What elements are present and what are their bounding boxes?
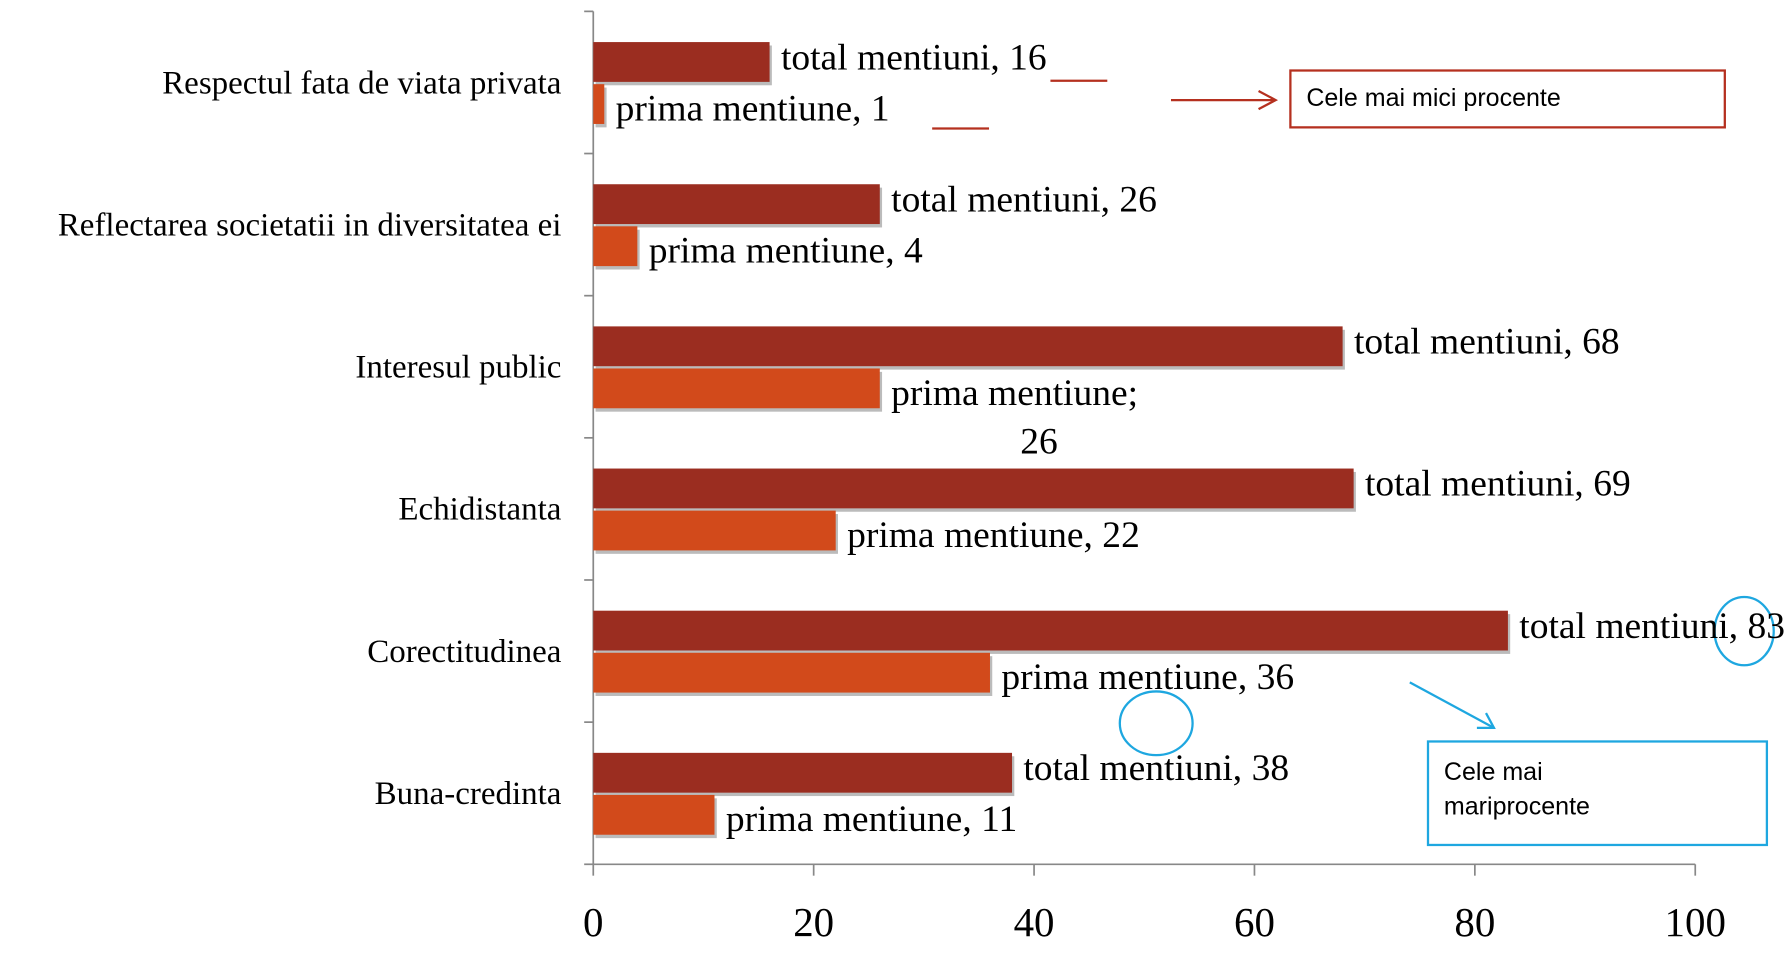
bar (593, 84, 605, 124)
data-label: prima mentiune, 1 (616, 88, 890, 129)
annotation: Cele mai mariprocente (1443, 757, 1590, 820)
data-label-line: 26 (1020, 421, 1058, 462)
data-label: total mentiuni, 69 (1365, 463, 1631, 504)
bar (593, 468, 1354, 509)
data-label-line: prima mentiune, 36 (1001, 657, 1294, 698)
bar (593, 652, 990, 693)
arrow-head (1476, 712, 1496, 729)
highlight-circle (1118, 690, 1194, 757)
data-label: prima mentiune, 11 (726, 799, 1017, 840)
bar (593, 226, 638, 267)
annotation: Cele mai mici procente (1306, 83, 1561, 112)
category-label: Buna-credinta (374, 775, 562, 812)
y-tick-label: Buna-credinta (374, 775, 562, 812)
x-tick-label: 20 (793, 900, 834, 945)
x-tick-label: 60 (1234, 900, 1275, 945)
y-tick-label: Respectul fata de viata privata (162, 64, 562, 101)
data-label-line: prima mentiune, 11 (726, 799, 1017, 840)
arrow (1409, 681, 1495, 729)
data-label: prima mentiune, 22 (847, 515, 1140, 556)
plot: 0 20 40 60 80 100 Respectul fata de viata priv… (57, 10, 1785, 945)
category-label: Interesul public (355, 348, 562, 385)
data-label-line: total mentiuni, 38 (1023, 748, 1289, 789)
data-label-line: total mentiuni, 83 (1519, 605, 1785, 646)
data-label-line: total mentiuni, 16 (781, 37, 1047, 78)
x-tick-label: 40 (1014, 900, 1055, 945)
data-label: prima mentiune; 26 (891, 372, 1138, 462)
category-label: Reflectarea societatii in diversitatea e… (57, 206, 562, 243)
data-label: prima mentiune, 36 (1001, 657, 1294, 698)
data-label: total mentiuni, 26 (891, 179, 1157, 220)
bar (593, 510, 836, 551)
data-label-line: prima mentiune, 22 (847, 515, 1140, 556)
bar (593, 368, 880, 409)
y-tick-label: Interesul public (355, 348, 562, 385)
annotation-box (1426, 740, 1769, 847)
x-tick-label: 100 (1665, 900, 1726, 945)
y-tick-label: Echidistanta (398, 490, 562, 528)
arrow-head (1258, 89, 1279, 111)
highlight-circle (1713, 595, 1775, 667)
bar (593, 326, 1343, 367)
data-label: total mentiuni, 68 (1354, 321, 1620, 362)
data-label-line: prima mentiune, 4 (649, 230, 923, 271)
data-label-line: total mentiuni, 69 (1365, 463, 1631, 504)
data-label: total mentiuni, 38 (1023, 748, 1289, 789)
data-label-line: total mentiuni, 68 (1354, 321, 1620, 362)
data-label: total mentiuni, 83 (1519, 605, 1785, 646)
x-tick-label: 0 (583, 900, 603, 945)
y-tick-label: Reflectarea societatii in diversitatea e… (57, 206, 562, 243)
data-label-line: prima mentiune, 1 (616, 88, 890, 129)
data-label-line: prima mentiune; (891, 372, 1138, 413)
data-label-line: total mentiuni, 26 (891, 179, 1157, 220)
category-label: Echidistanta (398, 490, 562, 528)
y-tick-label: Corectitudinea (367, 632, 562, 670)
data-label: prima mentiune, 4 (649, 230, 923, 271)
bar (593, 42, 770, 82)
bar (593, 610, 1508, 651)
x-tick-label: 80 (1454, 900, 1495, 945)
bar (593, 184, 880, 225)
data-label: total mentiuni, 16 (781, 37, 1047, 78)
category-label: Respectul fata de viata privata (162, 64, 562, 101)
annotation-text: Cele mai mici procente (1306, 83, 1561, 112)
annotation-box (1289, 69, 1726, 129)
bar (593, 794, 715, 835)
bar (593, 752, 1013, 793)
category-label: Corectitudinea (367, 632, 562, 670)
annotation-text: Cele mai mariprocente (1443, 757, 1590, 820)
